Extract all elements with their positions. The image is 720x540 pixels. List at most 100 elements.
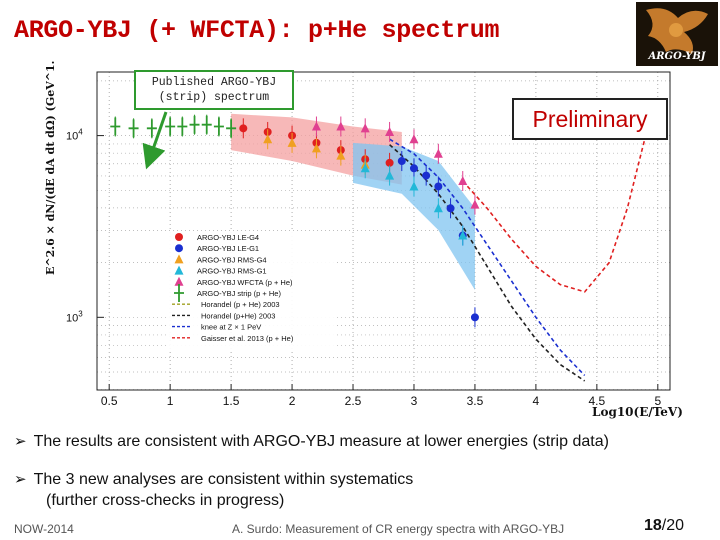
data-point (360, 163, 370, 173)
total-pages: /20 (661, 517, 685, 534)
data-point (201, 115, 212, 134)
y-tick-exponent: 4 (78, 128, 83, 137)
legend-marker (174, 276, 184, 286)
data-point (128, 119, 139, 138)
callout-line-1: Published ARGO-YBJ (151, 76, 277, 89)
data-point (110, 117, 121, 136)
data-point (458, 230, 468, 240)
legend-marker (174, 265, 184, 275)
data-point (336, 150, 346, 160)
data-point (385, 126, 395, 136)
bullet-1-text: The results are consistent with ARGO-YBJ… (33, 433, 609, 450)
x-tick-label: 3 (411, 394, 418, 408)
data-point (263, 134, 273, 144)
y-tick-label: 103 (66, 309, 83, 324)
data-point (174, 265, 184, 275)
arrow-bullet-icon: ➢ (14, 432, 27, 450)
legend-entry: ARGO-YBJ LE-G1 (197, 244, 259, 253)
data-point (177, 117, 188, 136)
data-point (422, 171, 431, 180)
legend-marker (174, 254, 184, 264)
spectrum-chart: 0.5 1 1.5 2 2.5 3 3.5 4 4.5 5 104 103 Log10(E/TeV)… (44, 60, 683, 419)
legend-entry: ARGO-YBJ RMS-G1 (197, 267, 267, 276)
data-point (385, 158, 394, 167)
published-spectrum-callout: Published ARGO-YBJ (strip) spectrum (134, 70, 294, 110)
page-number: 18/20 (644, 517, 684, 535)
model-curve (462, 135, 647, 293)
data-point (165, 117, 176, 136)
data-series-group (110, 114, 237, 139)
data-point (173, 283, 184, 302)
bullet-2: ➢ The 3 new analyses are consistent withi… (14, 470, 413, 489)
callout-arrow (142, 111, 168, 170)
data-point (175, 244, 183, 253)
data-point (458, 176, 468, 186)
model-curves (389, 135, 647, 382)
data-point (470, 199, 480, 209)
x-tick-label: 0.5 (101, 394, 118, 408)
x-tick-label: 2 (289, 394, 296, 408)
data-point (446, 204, 455, 213)
legend-entry: ARGO-YBJ RMS-G4 (197, 255, 267, 264)
data-point (433, 148, 443, 158)
footer-conference: NOW-2014 (14, 522, 74, 536)
data-series-group (311, 116, 480, 215)
data-point (434, 182, 443, 191)
data-point (189, 115, 200, 134)
legend-entry: Horandel (p + He) 2003 (201, 300, 280, 309)
data-point (311, 143, 321, 153)
legend-marker (175, 233, 183, 241)
data-point (409, 164, 418, 173)
x-tick-label: 2.5 (345, 394, 362, 408)
x-tick-label: 3.5 (467, 394, 484, 408)
data-point (239, 124, 248, 133)
x-tick-label: 4.5 (589, 394, 606, 408)
y-axis-ticks: 104 103 (66, 128, 104, 324)
data-point (311, 121, 321, 131)
data-point (409, 181, 419, 191)
legend-entry: knee at Z × 1 PeV (201, 323, 261, 332)
plot-frame (96, 71, 671, 391)
data-point (174, 254, 184, 264)
arrow-bullet-icon: ➢ (14, 470, 27, 488)
data-point (409, 134, 419, 144)
x-tick-label: 1.5 (223, 394, 240, 408)
data-series (110, 114, 480, 328)
data-point (175, 233, 183, 241)
data-point (146, 119, 157, 138)
x-tick-label: 4 (533, 394, 540, 408)
legend-entry: Gaisser et al. 2013 (p + He) (201, 334, 294, 343)
x-tick-label: 5 (654, 394, 661, 408)
data-point (174, 276, 184, 286)
chart-legend: ARGO-YBJ LE-G4 ARGO-YBJ LE-G1 ARGO-YBJ RMS… (169, 231, 337, 349)
data-point (287, 137, 297, 147)
model-curve (389, 138, 586, 377)
current-page: 18 (644, 517, 662, 534)
footer-talk-title: A. Surdo: Measurement of CR energy spect… (232, 522, 565, 536)
data-point (433, 203, 443, 213)
bullet-2-continuation: (further cross-checks in progress) (46, 492, 285, 509)
data-series-group (360, 158, 468, 246)
callout-line-2: (strip) spectrum (158, 91, 270, 104)
model-curve (389, 144, 586, 382)
legend-entry: ARGO-YBJ WFCTA (p + He) (197, 278, 293, 287)
legend-entry: ARGO-YBJ strip (p + He) (197, 289, 281, 298)
data-point (336, 121, 346, 131)
data-point (360, 123, 370, 133)
data-point (470, 313, 479, 322)
legend-entry: ARGO-YBJ LE-G4 (197, 233, 259, 242)
legend-entry: Horandel (p+He) 2003 (201, 311, 275, 320)
data-point (385, 170, 395, 180)
bullet-2-text: The 3 new analyses are consistent within… (33, 471, 414, 488)
svg-text:ARGO-YBJ: ARGO-YBJ (647, 51, 706, 62)
slide-title: ARGO-YBJ (+ WFCTA): p+He spectrum (14, 16, 500, 45)
y-axis-label: E^2.6 × dN/(dE dA dt dΩ) (GeV^1.6 m^-2 s… (44, 60, 57, 275)
data-point (213, 117, 224, 136)
y-tick-label: 104 (66, 128, 83, 143)
data-point (397, 157, 406, 166)
bullet-1: ➢ The results are consistent with ARGO-YB… (14, 432, 609, 451)
argo-ybj-logo: ARGO-YBJ (636, 2, 718, 66)
x-axis-label: Log10(E/TeV) (592, 405, 683, 419)
y-tick-exponent: 3 (78, 309, 83, 318)
legend-background (169, 231, 337, 349)
